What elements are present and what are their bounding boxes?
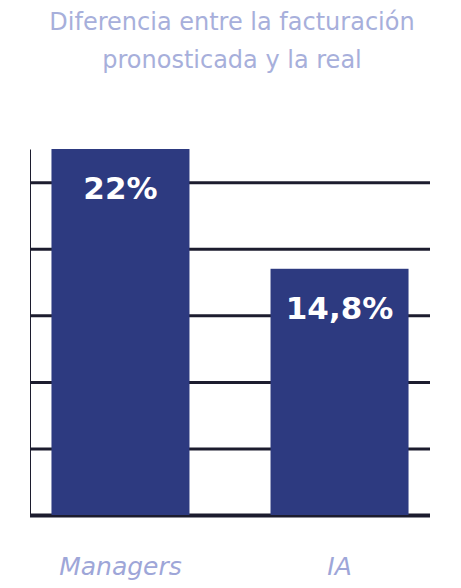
bar (271, 269, 409, 515)
bar (51, 149, 189, 515)
x-tick: Managers (59, 552, 182, 581)
x-tick-label: IA (327, 552, 351, 581)
y-axis (30, 150, 430, 516)
data-labels: 22% 14,8% (83, 170, 393, 326)
title-line: Diferencia entre la facturación (49, 8, 414, 36)
bars (51, 149, 408, 515)
y-tick (30, 515, 430, 516)
chart-svg: Diferencia entre la facturación pronostic… (0, 0, 461, 588)
data-label: 22% (83, 170, 157, 206)
x-tick: IA (327, 552, 351, 581)
y-axis-line (30, 150, 31, 516)
title-line: pronosticada y la real (102, 46, 362, 74)
title: Diferencia entre la facturación pronostic… (49, 8, 414, 74)
x-axis: Managers IA (59, 552, 352, 581)
data-label: 14,8% (286, 290, 394, 326)
x-tick-label: Managers (59, 552, 182, 581)
chart-container: Diferencia entre la facturación pronostic… (0, 0, 461, 588)
